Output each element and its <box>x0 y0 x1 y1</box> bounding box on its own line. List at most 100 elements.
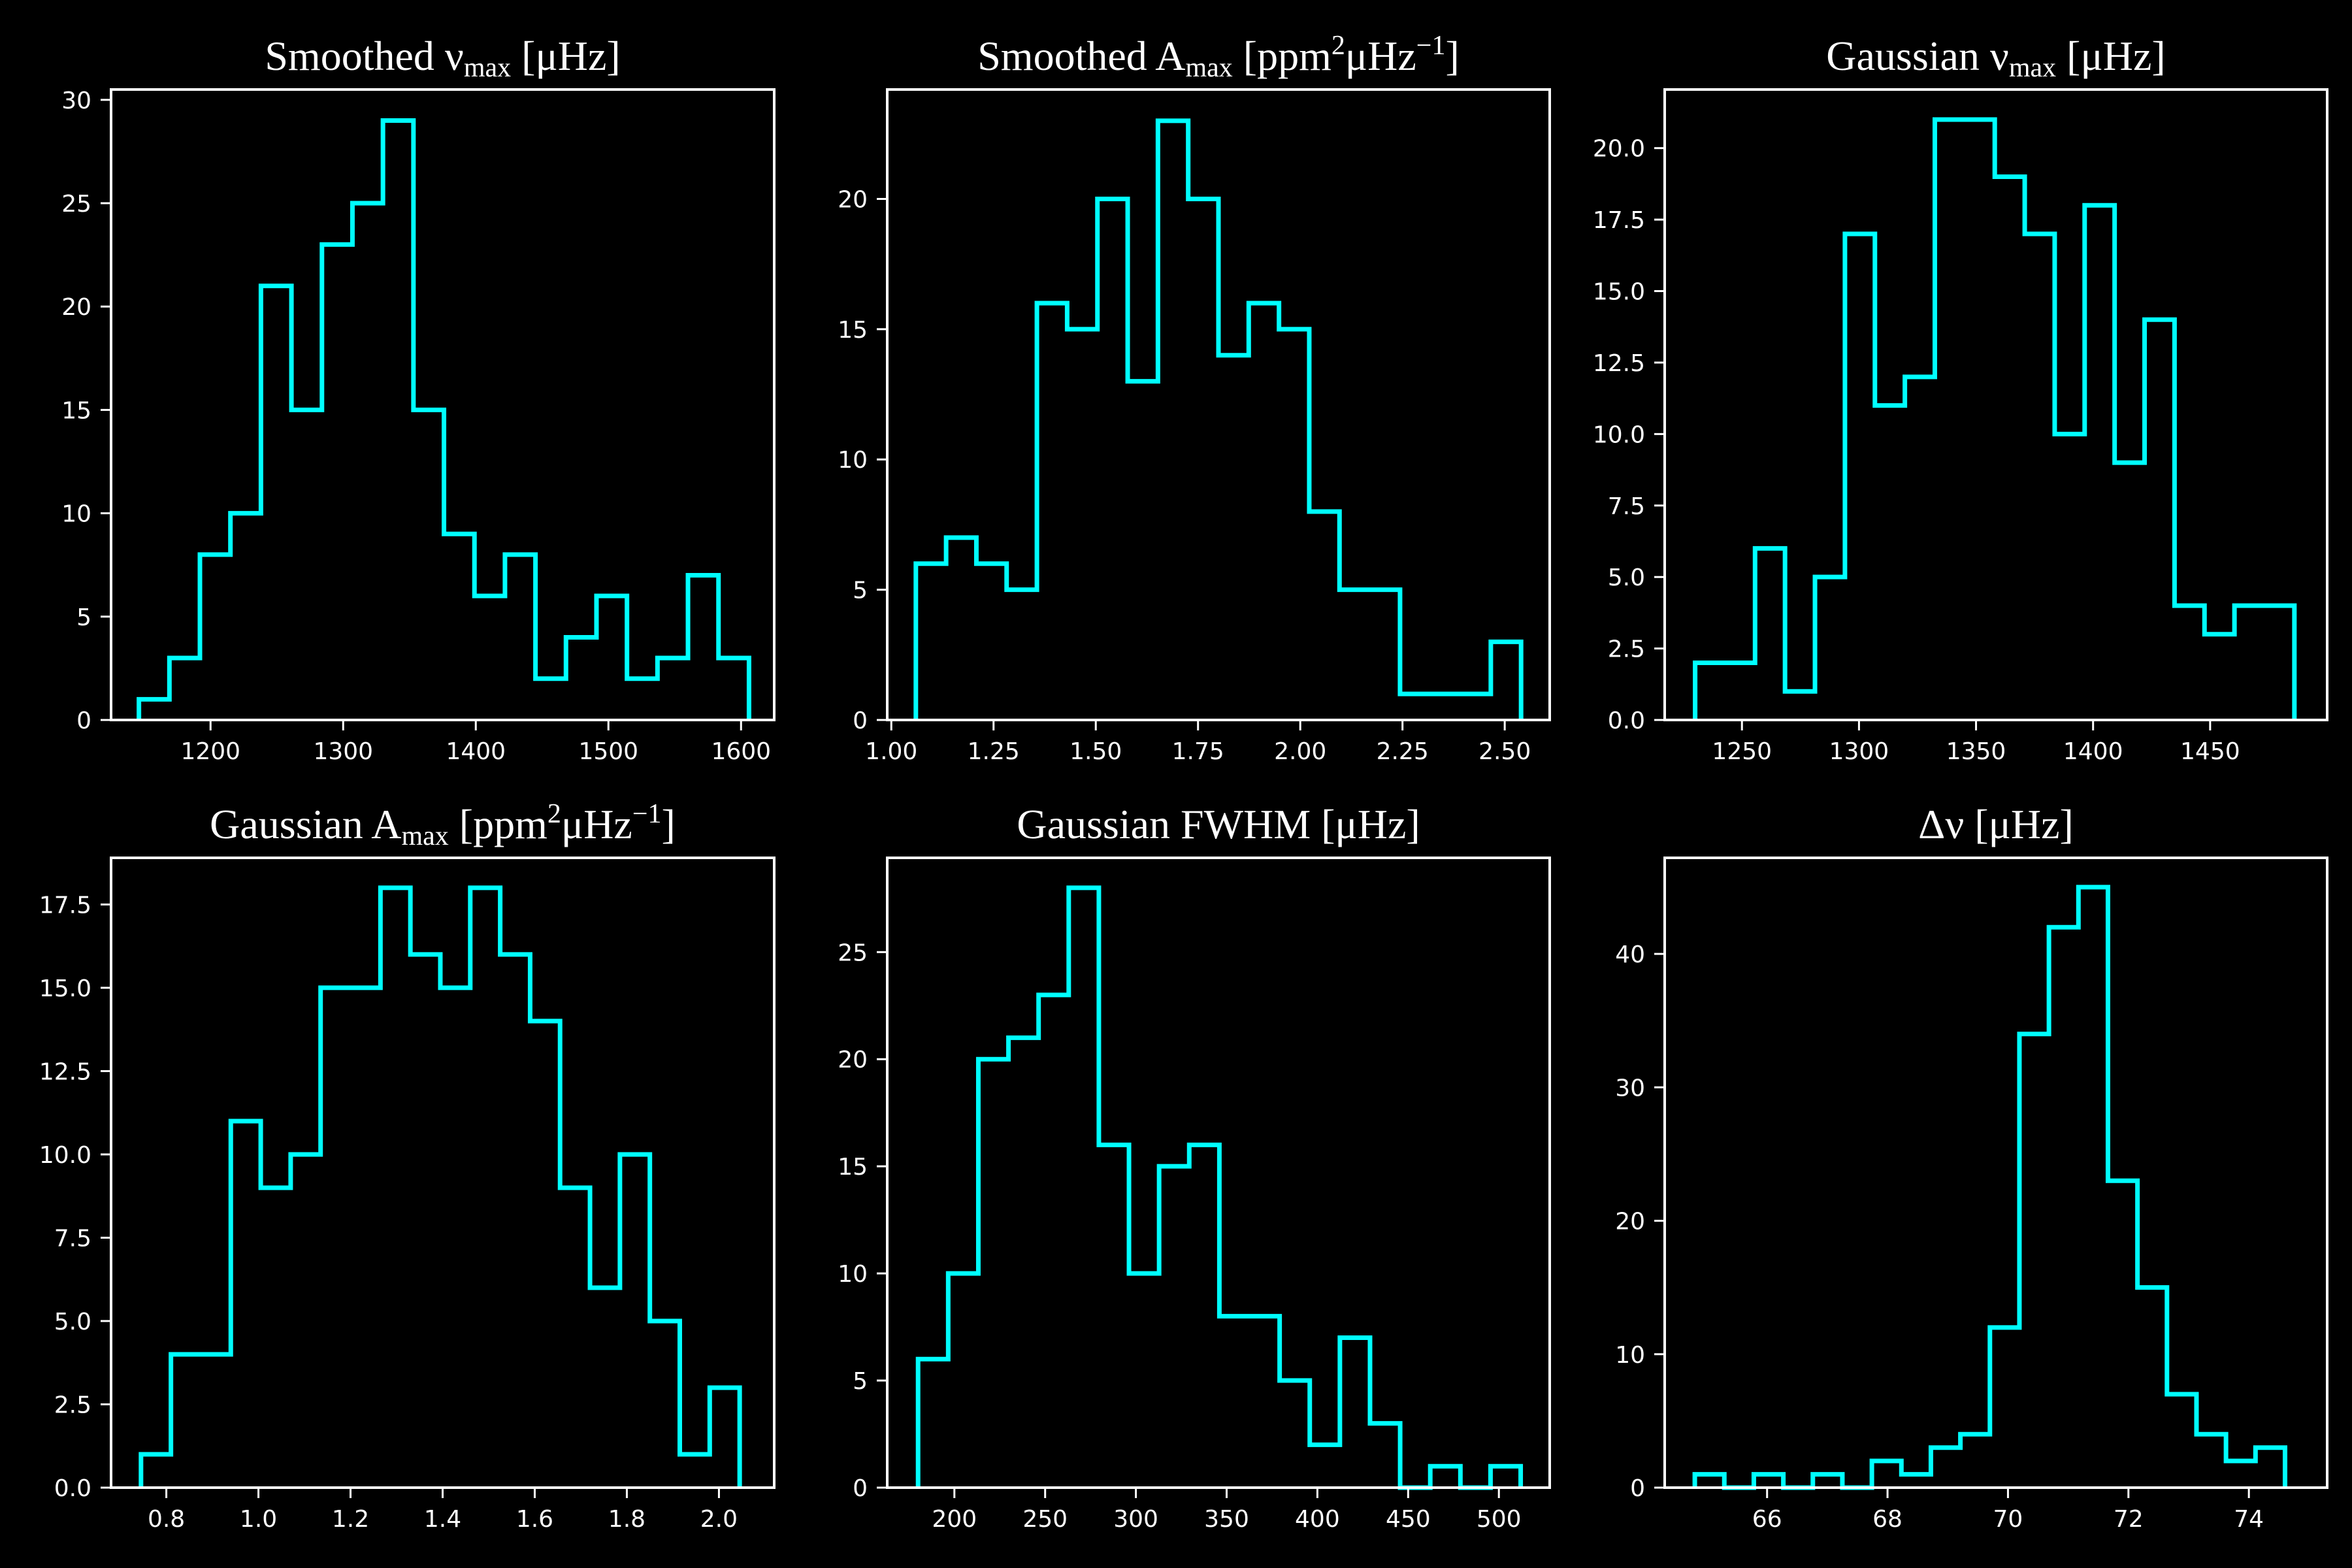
x-tick-label: 74 <box>2234 1506 2264 1533</box>
x-tick-label: 1.4 <box>424 1506 461 1533</box>
y-tick-label: 10.0 <box>39 1142 91 1169</box>
y-tick-label: 20 <box>838 1047 868 1073</box>
histogram-series <box>137 118 751 720</box>
x-tick-label: 1500 <box>578 738 638 765</box>
x-tick-label: 2.25 <box>1377 738 1429 765</box>
x-tick-label: 350 <box>1204 1506 1249 1533</box>
y-tick-label: 20 <box>838 186 868 213</box>
chart-title: Gaussian FWHM [μHz] <box>1017 801 1420 847</box>
y-tick-label: 5.0 <box>1608 564 1645 591</box>
x-tick-label: 300 <box>1113 1506 1158 1533</box>
axes-frame <box>886 857 1551 1489</box>
y-tick-label: 15 <box>61 397 91 424</box>
y-tick-label: 0.0 <box>54 1475 91 1502</box>
y-tick-label: 30 <box>61 88 91 114</box>
y-tick-label: 5 <box>853 578 868 604</box>
y-tick-label: 20.0 <box>1593 136 1645 163</box>
x-tick-label: 1.00 <box>865 738 917 765</box>
x-tick-label: 0.8 <box>148 1506 185 1533</box>
y-tick-label: 2.5 <box>54 1392 91 1418</box>
y-tick-label: 2.5 <box>1608 636 1645 663</box>
axes-frame <box>110 88 776 721</box>
y-tick-label: 20 <box>1615 1209 1645 1235</box>
x-tick-label: 2.00 <box>1274 738 1326 765</box>
histogram-series <box>915 885 1524 1490</box>
x-tick-label: 1250 <box>1712 738 1772 765</box>
x-tick-label: 1350 <box>1946 738 2006 765</box>
y-tick-label: 30 <box>1615 1075 1645 1102</box>
x-tick-label: 1.25 <box>968 738 1020 765</box>
axes-frame <box>1663 88 2328 721</box>
chart-title: Smoothed νmax [μHz] <box>265 33 620 83</box>
x-tick-label: 1200 <box>180 738 240 765</box>
x-tick-label: 200 <box>932 1506 977 1533</box>
x-tick-label: 1.6 <box>516 1506 553 1533</box>
x-tick-label: 1.50 <box>1070 738 1122 765</box>
y-tick-label: 15.0 <box>39 975 91 1002</box>
y-tick-label: 0.0 <box>1608 708 1645 734</box>
y-tick-label: 12.5 <box>39 1058 91 1085</box>
x-tick-label: 1400 <box>2063 738 2123 765</box>
y-tick-label: 7.5 <box>54 1225 91 1252</box>
x-tick-label: 1300 <box>313 738 373 765</box>
y-tick-label: 20 <box>61 294 91 321</box>
x-tick-label: 68 <box>1872 1506 1903 1533</box>
y-tick-label: 15 <box>838 1154 868 1181</box>
x-tick-label: 1.2 <box>332 1506 369 1533</box>
y-tick-label: 10 <box>1615 1342 1645 1369</box>
y-tick-label: 7.5 <box>1608 493 1645 520</box>
x-tick-label: 1.8 <box>608 1506 645 1533</box>
y-tick-label: 0 <box>1630 1475 1645 1502</box>
x-tick-label: 72 <box>2114 1506 2144 1533</box>
y-tick-label: 40 <box>1615 941 1645 968</box>
histogram-series <box>913 118 1524 720</box>
y-tick-label: 10 <box>838 1261 868 1288</box>
histogram-series <box>139 885 742 1488</box>
chart-title: Δν [μHz] <box>1918 801 2074 847</box>
x-tick-label: 2.0 <box>700 1506 738 1533</box>
y-tick-label: 25 <box>61 191 91 218</box>
chart-panel-4: Gaussian Amax [ppm2μHz−1] 0.8 1.0 1.2 1.4 1.6… <box>39 799 776 1533</box>
chart-panel-2: Smoothed Amax [ppm2μHz−1] 1.00 1.25 1.50 1.7… <box>838 31 1551 765</box>
chart-panel-6: Δν [μHz] 66 68 70 72 74 0 10 20 30 40 <box>1615 801 2328 1533</box>
axes-frame <box>886 88 1551 721</box>
x-tick-label: 1400 <box>446 738 506 765</box>
y-tick-label: 5 <box>853 1368 868 1395</box>
x-tick-label: 450 <box>1386 1506 1431 1533</box>
histogram-series <box>1692 885 2287 1490</box>
y-tick-label: 25 <box>838 939 868 966</box>
y-tick-label: 10.0 <box>1593 421 1645 448</box>
y-tick-label: 10 <box>61 501 91 528</box>
x-tick-label: 500 <box>1477 1506 1522 1533</box>
x-tick-label: 66 <box>1752 1506 1782 1533</box>
x-tick-label: 2.50 <box>1478 738 1531 765</box>
chart-panel-5: Gaussian FWHM [μHz] 200 250 300 350 400 450 500… <box>838 801 1551 1533</box>
histogram-series <box>1693 117 2297 720</box>
y-tick-label: 5 <box>76 604 91 631</box>
axes-frame <box>1663 857 2328 1489</box>
x-tick-label: 400 <box>1295 1506 1340 1533</box>
x-tick-label: 1.0 <box>240 1506 277 1533</box>
x-tick-label: 1300 <box>1829 738 1889 765</box>
y-tick-label: 12.5 <box>1593 350 1645 377</box>
y-tick-label: 17.5 <box>1593 207 1645 234</box>
chart-title: Gaussian νmax [μHz] <box>1826 33 2165 83</box>
x-tick-label: 1450 <box>2180 738 2240 765</box>
x-tick-label: 250 <box>1022 1506 1068 1533</box>
chart-title: Smoothed Amax [ppm2μHz−1] <box>977 31 1460 83</box>
y-tick-label: 15.0 <box>1593 279 1645 306</box>
y-tick-label: 0 <box>853 708 868 734</box>
y-tick-label: 5.0 <box>54 1309 91 1335</box>
y-tick-label: 17.5 <box>39 892 91 919</box>
x-tick-label: 1.75 <box>1172 738 1224 765</box>
x-tick-label: 1600 <box>711 738 771 765</box>
y-tick-label: 10 <box>838 447 868 474</box>
chart-panel-1: Smoothed νmax [μHz] 1200 1300 1400 1500 1600 0… <box>61 33 776 765</box>
x-tick-label: 70 <box>1993 1506 2023 1533</box>
y-tick-label: 15 <box>838 317 868 344</box>
chart-title: Gaussian Amax [ppm2μHz−1] <box>210 799 676 851</box>
chart-panel-3: Gaussian νmax [μHz] 1250 1300 1350 1400 1450 0… <box>1593 33 2328 765</box>
y-tick-label: 0 <box>76 708 91 734</box>
